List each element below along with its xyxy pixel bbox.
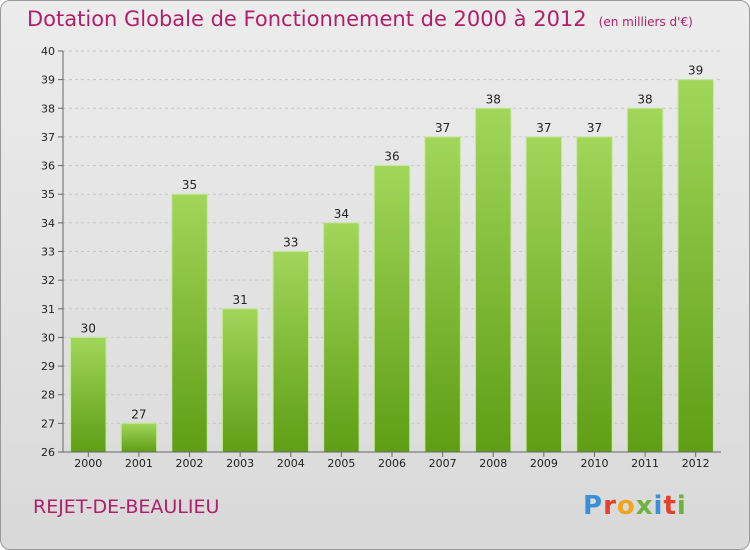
bar-2008 xyxy=(475,107,512,453)
bar-value-label: 35 xyxy=(182,178,197,192)
y-tick-label: 26 xyxy=(41,446,55,459)
x-tick-label: 2009 xyxy=(530,457,558,470)
x-tick-label: 2003 xyxy=(226,457,254,470)
bar-value-label: 39 xyxy=(688,64,703,78)
y-tick-label: 36 xyxy=(41,160,55,173)
y-tick-label: 34 xyxy=(41,217,55,230)
x-tick-label: 2004 xyxy=(277,457,305,470)
bar-value-label: 27 xyxy=(131,407,146,421)
bar-2001 xyxy=(120,422,158,453)
bar-2006 xyxy=(373,165,411,453)
chart-subtitle: (en milliers d'€) xyxy=(598,15,693,29)
proxiti-logo[interactable]: Proxiti xyxy=(583,491,687,521)
bar-2003 xyxy=(221,308,259,453)
x-tick-label: 2000 xyxy=(74,457,102,470)
chart-title: Dotation Globale de Fonctionnement de 20… xyxy=(27,7,693,31)
x-tick-label: 2005 xyxy=(327,457,355,470)
y-tick-label: 30 xyxy=(41,331,55,344)
y-tick-label: 33 xyxy=(41,246,55,259)
x-tick-label: 2007 xyxy=(429,457,457,470)
commune-name: REJET-DE-BEAULIEU xyxy=(33,496,220,518)
y-axis: 26 27 28 29 30 31 32 33 34 35 36 37 38 39 40 xyxy=(41,45,64,459)
bar-2011 xyxy=(626,107,664,453)
bars: 30 27 35 31 33 34 36 37 38 37 37 38 39 xyxy=(70,64,714,453)
logo-letter: x xyxy=(635,491,654,521)
bar-value-label: 37 xyxy=(435,121,450,135)
bar-2009 xyxy=(525,136,563,453)
bar-value-label: 38 xyxy=(486,92,501,106)
logo-letter: i xyxy=(653,491,664,521)
bar-2010 xyxy=(576,136,613,453)
chart-title-text: Dotation Globale de Fonctionnement de 20… xyxy=(27,7,587,31)
x-tick-label: 2011 xyxy=(631,457,659,470)
bar-2005 xyxy=(323,222,360,453)
bar-2004 xyxy=(272,251,309,453)
bar-value-label: 30 xyxy=(81,321,96,335)
x-tick-label: 2006 xyxy=(378,457,406,470)
bar-value-label: 37 xyxy=(587,121,602,135)
bar-value-label: 34 xyxy=(334,207,349,221)
y-tick-label: 28 xyxy=(41,389,55,402)
y-tick-label: 37 xyxy=(41,131,55,144)
bar-value-label: 36 xyxy=(384,150,399,164)
y-tick-label: 32 xyxy=(41,274,55,287)
bar-2012 xyxy=(677,79,714,453)
bar-2000 xyxy=(70,336,107,453)
logo-letter: P xyxy=(583,491,604,521)
bar-2007 xyxy=(424,136,461,453)
x-axis: 2000 2001 2002 2003 2004 2005 2006 2007 2008 2009… xyxy=(63,451,721,470)
x-tick-label: 2001 xyxy=(125,457,153,470)
x-tick-label: 2002 xyxy=(176,457,204,470)
x-tick-label: 2012 xyxy=(682,457,710,470)
logo-letter: i xyxy=(676,491,687,521)
logo-letter: o xyxy=(616,491,636,521)
x-tick-label: 2010 xyxy=(580,457,608,470)
logo-letter: r xyxy=(603,491,617,521)
bar-value-label: 31 xyxy=(233,293,248,307)
bar-value-label: 37 xyxy=(536,121,551,135)
x-tick-label: 2008 xyxy=(479,457,507,470)
bar-value-label: 33 xyxy=(283,236,298,250)
y-tick-label: 31 xyxy=(41,303,55,316)
y-tick-label: 40 xyxy=(41,45,55,58)
y-tick-label: 29 xyxy=(41,360,55,373)
y-tick-label: 35 xyxy=(41,188,55,201)
y-tick-label: 27 xyxy=(41,417,55,430)
logo-letter: t xyxy=(663,491,677,521)
bar-2002 xyxy=(171,193,208,453)
y-tick-label: 39 xyxy=(41,74,55,87)
bar-value-label: 38 xyxy=(637,92,652,106)
y-tick-label: 38 xyxy=(41,102,55,115)
